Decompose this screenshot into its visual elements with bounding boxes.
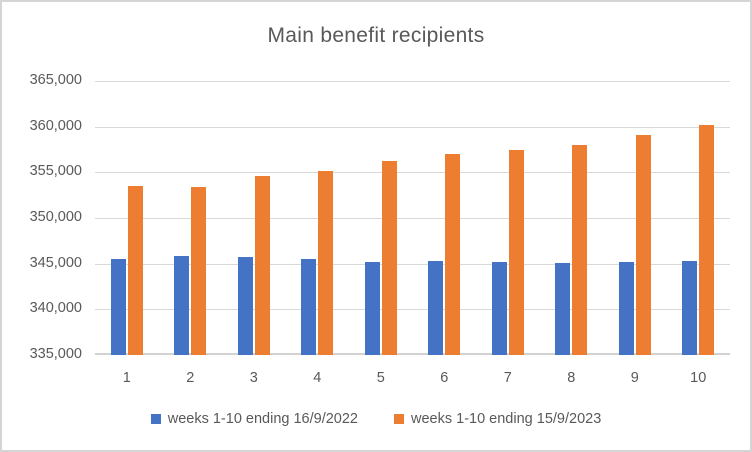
x-axis-tick-label: 2 bbox=[186, 370, 195, 386]
legend: weeks 1-10 ending 16/9/2022 weeks 1-10 en… bbox=[2, 411, 750, 427]
bar bbox=[237, 257, 253, 355]
gridline bbox=[95, 309, 730, 310]
y-axis-tick-label: 350,000 bbox=[29, 209, 82, 225]
category-group bbox=[540, 81, 604, 355]
chart-title: Main benefit recipients bbox=[267, 24, 485, 47]
legend-swatch bbox=[394, 414, 404, 424]
y-axis-tick-label: 340,000 bbox=[29, 300, 82, 317]
x-axis-tick-label: 7 bbox=[503, 370, 512, 386]
x-axis-tick-label: 1 bbox=[122, 370, 131, 386]
bar bbox=[364, 261, 380, 355]
x-axis-tick-label: 10 bbox=[690, 370, 707, 386]
gridline bbox=[95, 218, 730, 219]
bar bbox=[381, 161, 397, 355]
bar bbox=[191, 186, 207, 355]
bar bbox=[428, 260, 444, 355]
y-axis-tick-label: 345,000 bbox=[29, 254, 82, 271]
bar bbox=[682, 260, 698, 355]
gridline bbox=[95, 353, 730, 355]
category-group bbox=[222, 81, 286, 355]
category-group bbox=[413, 81, 477, 355]
legend-item: weeks 1-10 ending 16/9/2022 bbox=[150, 411, 358, 427]
legend-label: weeks 1-10 ending 15/9/2023 bbox=[411, 411, 602, 427]
category-group bbox=[286, 81, 350, 355]
bar bbox=[618, 261, 634, 355]
legend-label: weeks 1-10 ending 16/9/2022 bbox=[167, 411, 358, 427]
legend-item: weeks 1-10 ending 15/9/2023 bbox=[394, 411, 601, 427]
x-axis-tick-label: 9 bbox=[630, 370, 639, 386]
y-axis-tick-label: 365,000 bbox=[29, 72, 82, 88]
x-axis-tick-label: 3 bbox=[249, 370, 258, 386]
bar bbox=[127, 186, 143, 355]
bar bbox=[110, 259, 126, 355]
bar bbox=[699, 124, 715, 355]
x-axis-tick-label: 5 bbox=[376, 370, 385, 386]
bar bbox=[491, 261, 507, 355]
y-axis-tick-label: 355,000 bbox=[29, 163, 82, 180]
category-group bbox=[603, 81, 667, 355]
bar bbox=[301, 259, 317, 355]
plot-area bbox=[95, 81, 730, 355]
y-axis-tick-label: 335,000 bbox=[29, 346, 82, 362]
gridline bbox=[95, 127, 730, 128]
category-group bbox=[95, 81, 159, 355]
gridline bbox=[95, 264, 730, 265]
bar bbox=[445, 154, 461, 355]
bar bbox=[318, 171, 334, 355]
y-axis-tick-label: 360,000 bbox=[29, 117, 82, 134]
x-axis-tick-label: 4 bbox=[313, 370, 322, 386]
category-group bbox=[159, 81, 223, 355]
category-group bbox=[476, 81, 540, 355]
bar bbox=[635, 134, 651, 355]
category-group bbox=[667, 81, 731, 355]
bar bbox=[174, 256, 190, 355]
x-axis-tick-label: 6 bbox=[440, 370, 449, 386]
x-axis-tick-label: 8 bbox=[567, 370, 576, 386]
legend-swatch bbox=[150, 414, 161, 424]
category-group bbox=[349, 81, 413, 355]
bar bbox=[555, 262, 571, 355]
bar bbox=[508, 150, 524, 355]
bar bbox=[572, 144, 588, 355]
gridline bbox=[95, 172, 730, 173]
bar bbox=[254, 176, 270, 355]
gridline bbox=[95, 81, 730, 82]
